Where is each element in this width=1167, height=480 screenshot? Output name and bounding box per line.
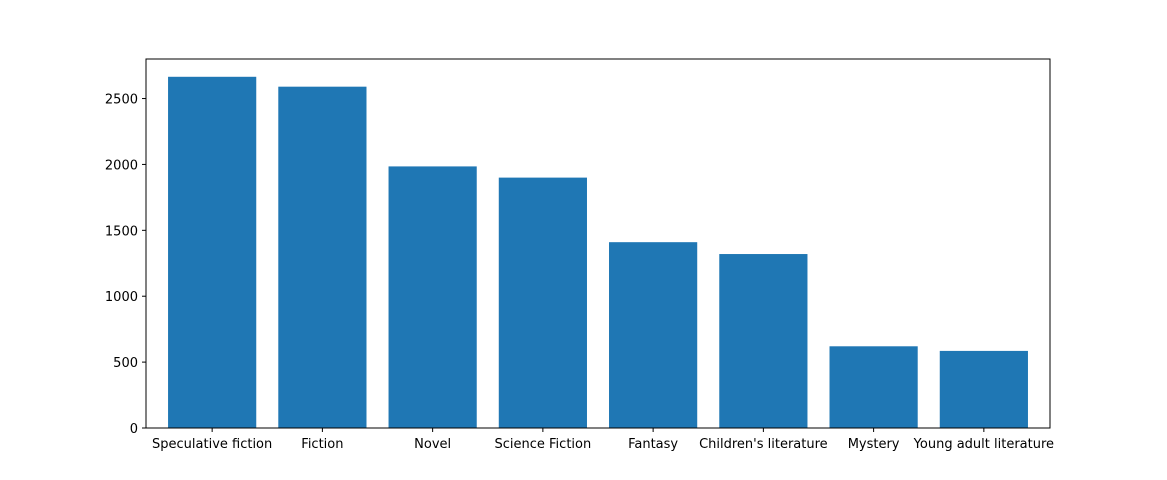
bar <box>278 86 367 429</box>
bars-layer <box>168 76 1028 429</box>
x-tick-label: Speculative fiction <box>152 437 272 452</box>
y-tick-label: 500 <box>113 356 138 371</box>
y-tick-label: 1000 <box>105 290 138 305</box>
bar <box>388 166 477 428</box>
y-tick-label: 2000 <box>105 158 138 173</box>
x-tick-label: Fantasy <box>628 437 678 452</box>
x-tick-label: Mystery <box>848 437 900 452</box>
bar <box>609 242 698 428</box>
bar <box>498 177 587 428</box>
y-tick-label: 2500 <box>105 93 138 108</box>
x-tick-label: Young adult literature <box>913 437 1054 452</box>
x-tick-label: Science Fiction <box>495 437 592 452</box>
y-tick-label: 1500 <box>105 224 138 239</box>
x-tick-label: Children's literature <box>699 437 828 452</box>
x-axis: Speculative fiction Fiction Novel Science F… <box>152 428 1054 452</box>
y-tick-label: 0 <box>130 422 138 437</box>
x-tick-label: Novel <box>414 437 451 452</box>
bar <box>939 350 1028 428</box>
bar <box>719 254 808 428</box>
bar <box>829 346 918 428</box>
y-axis: 0 500 1000 1500 2000 2500 <box>105 93 146 437</box>
plot-frame <box>145 58 1051 429</box>
bar <box>168 76 257 428</box>
x-tick-label: Fiction <box>301 437 343 452</box>
